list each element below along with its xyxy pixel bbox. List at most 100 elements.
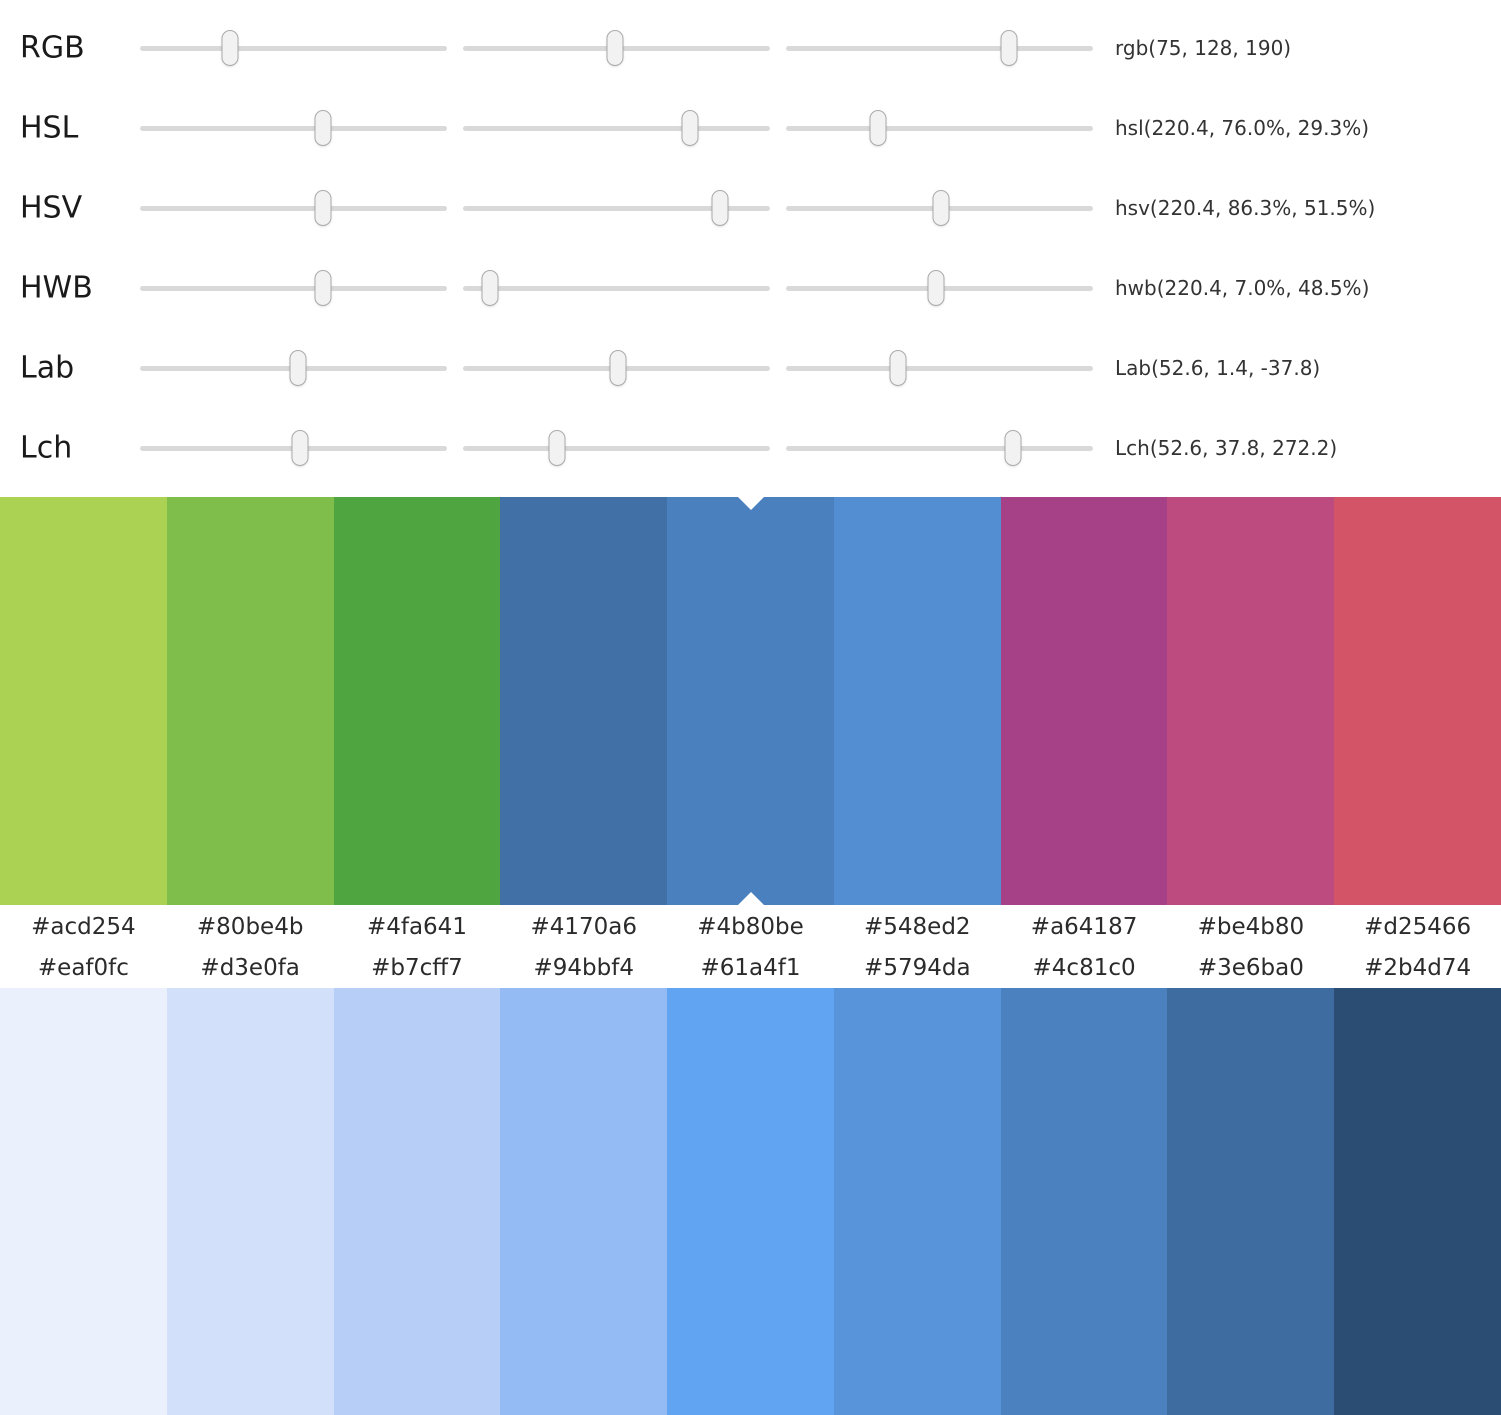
slider-handle[interactable] — [314, 270, 332, 306]
slider-track[interactable] — [786, 270, 1093, 306]
hex-label: #4c81c0 — [1032, 955, 1136, 981]
slider-track[interactable] — [463, 190, 770, 226]
hex-label: #be4b80 — [1197, 913, 1305, 940]
hue-palette — [0, 497, 1501, 905]
colorspace-row-hwb: HWB hwb(220.4, 7.0%, 48.5%) — [0, 248, 1501, 328]
color-value-readout: hsl(220.4, 76.0%, 29.3%) — [1115, 116, 1370, 140]
slider-handle[interactable] — [869, 110, 887, 146]
palette-swatch[interactable] — [667, 988, 834, 1415]
slider-handle[interactable] — [548, 430, 566, 466]
colorspace-row-hsv: HSV hsv(220.4, 86.3%, 51.5%) — [0, 168, 1501, 248]
palette-swatch[interactable] — [166, 988, 334, 1415]
slider-handle[interactable] — [481, 270, 499, 306]
palette-swatch[interactable] — [333, 988, 501, 1415]
slider-handle[interactable] — [681, 110, 699, 146]
hex-label: #3e6ba0 — [1197, 955, 1304, 981]
slider-handle[interactable] — [932, 190, 950, 226]
hex-label: #4b80be — [697, 913, 804, 940]
slider-handle[interactable] — [1000, 30, 1018, 66]
palette-swatch[interactable] — [333, 497, 501, 905]
colorspace-row-hsl: HSL hsl(220.4, 76.0%, 29.3%) — [0, 88, 1501, 168]
slider-handle[interactable] — [314, 110, 332, 146]
hex-label: #94bbf4 — [533, 955, 634, 981]
color-value-readout: rgb(75, 128, 190) — [1115, 36, 1292, 60]
colorspace-label: Lab — [20, 350, 75, 386]
palette-swatch[interactable] — [1334, 497, 1501, 905]
slider-track[interactable] — [786, 430, 1093, 466]
colorspace-row-rgb: RGB rgb(75, 128, 190) — [0, 8, 1501, 88]
slider-handle[interactable] — [221, 30, 239, 66]
slider-track[interactable] — [463, 430, 770, 466]
palette-swatch[interactable] — [166, 497, 334, 905]
hex-label: #d3e0fa — [200, 955, 300, 981]
color-value-readout: hsv(220.4, 86.3%, 51.5%) — [1115, 196, 1376, 220]
slider-track[interactable] — [786, 350, 1093, 386]
colorspace-label: HWB — [20, 270, 93, 306]
palette-swatch[interactable] — [0, 497, 167, 905]
slider-handle[interactable] — [889, 350, 907, 386]
slider-track[interactable] — [463, 30, 770, 66]
hex-label: #80be4b — [196, 913, 304, 940]
slider-group — [140, 348, 1093, 388]
slider-track[interactable] — [786, 190, 1093, 226]
slider-track[interactable] — [463, 110, 770, 146]
shade-palette — [0, 988, 1501, 1415]
slider-group — [140, 268, 1093, 308]
palette-swatch[interactable] — [500, 497, 668, 905]
palette-swatch[interactable] — [1167, 497, 1335, 905]
hex-label: #2b4d74 — [1364, 955, 1472, 981]
colorspace-label: RGB — [20, 30, 85, 66]
palette-swatch[interactable] — [1000, 497, 1168, 905]
selected-swatch-notch-top-icon — [737, 497, 764, 510]
palette-swatch[interactable] — [1334, 988, 1501, 1415]
slider-track[interactable] — [140, 110, 447, 146]
slider-track[interactable] — [463, 270, 770, 306]
color-value-readout: Lab(52.6, 1.4, -37.8) — [1115, 356, 1321, 380]
shade-palette-hex-labels: #eaf0fc #d3e0fa #b7cff7 #94bbf4 #61a4f1 … — [0, 948, 1501, 988]
slider-track[interactable] — [140, 430, 447, 466]
slider-handle[interactable] — [1004, 430, 1022, 466]
slider-track[interactable] — [140, 30, 447, 66]
hex-label: #acd254 — [31, 913, 136, 940]
colorspace-row-lch: Lch Lch(52.6, 37.8, 272.2) — [0, 408, 1501, 488]
slider-track[interactable] — [140, 270, 447, 306]
slider-track[interactable] — [786, 110, 1093, 146]
slider-track[interactable] — [140, 190, 447, 226]
palette-swatch[interactable] — [1167, 988, 1335, 1415]
hex-label: #4170a6 — [530, 913, 637, 940]
palette-swatch[interactable] — [1000, 988, 1168, 1415]
slider-handle[interactable] — [314, 190, 332, 226]
palette-swatch-selected[interactable] — [667, 497, 834, 905]
hex-label: #b7cff7 — [371, 955, 463, 981]
slider-track[interactable] — [140, 350, 447, 386]
palette-swatch[interactable] — [833, 988, 1001, 1415]
slider-group — [140, 428, 1093, 468]
color-value-readout: Lch(52.6, 37.8, 272.2) — [1115, 436, 1338, 460]
slider-handle[interactable] — [927, 270, 945, 306]
slider-handle[interactable] — [711, 190, 729, 226]
slider-track[interactable] — [463, 350, 770, 386]
colorspace-sliders: RGB rgb(75, 128, 190) HSL hsl(220.4, 76.… — [0, 0, 1501, 488]
colorspace-label: Lch — [20, 430, 73, 466]
hex-label: #61a4f1 — [700, 955, 801, 981]
colorspace-label: HSL — [20, 110, 79, 146]
hex-label: #5794da — [864, 955, 971, 981]
slider-handle[interactable] — [606, 30, 624, 66]
slider-track[interactable] — [786, 30, 1093, 66]
palette-swatch[interactable] — [0, 988, 167, 1415]
palette-swatch[interactable] — [500, 988, 668, 1415]
hex-label: #eaf0fc — [37, 955, 129, 981]
hex-label: #4fa641 — [366, 913, 467, 940]
colorspace-row-lab: Lab Lab(52.6, 1.4, -37.8) — [0, 328, 1501, 408]
slider-group — [140, 188, 1093, 228]
slider-handle[interactable] — [291, 430, 309, 466]
selected-swatch-notch-bottom-icon — [737, 892, 764, 905]
colorspace-label: HSV — [20, 190, 83, 226]
palette-swatch[interactable] — [833, 497, 1001, 905]
hex-label: #548ed2 — [864, 913, 971, 940]
slider-handle[interactable] — [609, 350, 627, 386]
color-value-readout: hwb(220.4, 7.0%, 48.5%) — [1115, 276, 1370, 300]
slider-group — [140, 108, 1093, 148]
slider-handle[interactable] — [289, 350, 307, 386]
hue-palette-hex-labels: #acd254 #80be4b #4fa641 #4170a6 #4b80be … — [0, 905, 1501, 948]
